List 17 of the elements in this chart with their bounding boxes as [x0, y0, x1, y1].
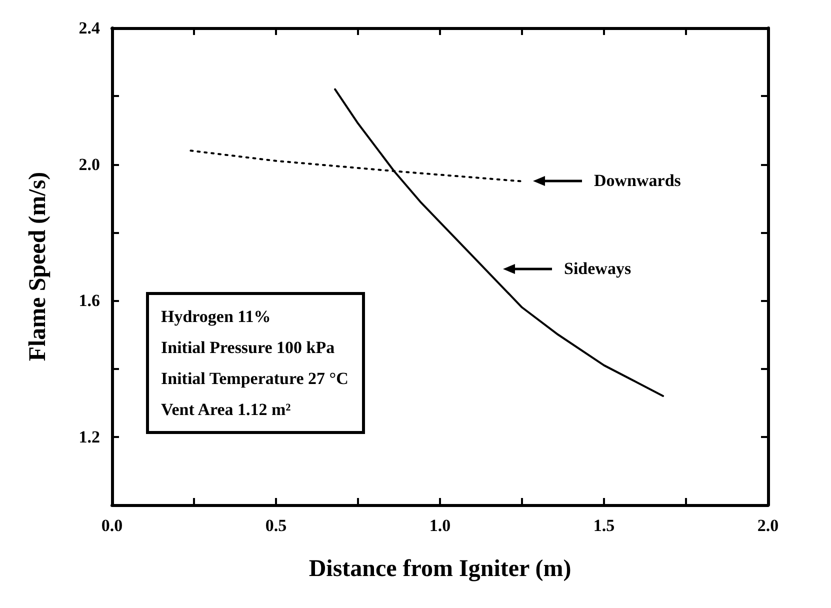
x-tick-label: 1.5	[593, 516, 615, 535]
x-tick-label: 2.0	[757, 516, 779, 535]
annotation: Downwards	[594, 171, 681, 191]
y-tick-label: 2.0	[78, 154, 100, 174]
annotation: Hydrogen 11%	[161, 306, 272, 328]
x-tick-label: 0.5	[265, 516, 287, 535]
y-tick-label: 2.4	[78, 18, 100, 38]
y-tick-label: 1.2	[78, 427, 100, 446]
annotation: Sideways	[564, 259, 632, 279]
annotation: Vent Area 1.12 m²	[161, 399, 292, 421]
annotation: Initial Pressure 100 kPa	[161, 337, 336, 359]
y-tick-label: 1.6	[78, 291, 100, 310]
y-axis-title: Flame Speed (m/s)	[25, 172, 51, 362]
annotation: Initial Temperature 27 °C	[161, 368, 348, 390]
x-tick-label: 1.0	[429, 516, 451, 535]
x-axis-title: Distance from Igniter (m)	[308, 556, 572, 582]
x-tick-label: 0.0	[101, 516, 123, 535]
